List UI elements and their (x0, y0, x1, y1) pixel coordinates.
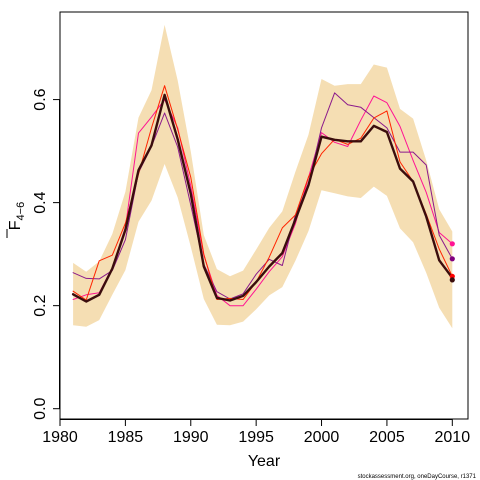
y-axis: 0.0 0.2 0.4 0.6 (32, 88, 60, 420)
y-axis-title-main: F (7, 220, 24, 230)
end-point-1 (449, 241, 455, 247)
x-tick-label: 2000 (304, 429, 340, 446)
series-line-1 (71, 93, 454, 303)
x-tick-label: 2010 (435, 429, 471, 446)
y-tick-label: 0.4 (32, 191, 49, 213)
y-tick-label: 0.2 (32, 294, 49, 316)
end-point-4 (449, 277, 455, 283)
y-axis-title: F4−6 (6, 202, 27, 238)
x-tick-label: 1995 (238, 429, 274, 446)
plot-content (71, 24, 455, 329)
svg-text:F4−6: F4−6 (7, 202, 27, 230)
x-tick-label: 1990 (173, 429, 209, 446)
series-line-2 (72, 95, 453, 307)
x-tick-label: 2005 (369, 429, 405, 446)
x-axis: 1980 1985 1990 1995 2000 2005 2010 (42, 419, 470, 446)
y-tick-label: 0.0 (32, 397, 49, 419)
end-point-2 (449, 256, 455, 262)
y-axis-title-sub: 4−6 (15, 202, 27, 221)
x-axis-title: Year (248, 453, 281, 470)
confidence-band (73, 24, 453, 329)
end-point-3 (449, 273, 455, 279)
credit-text: stockassessment.org, oneDayCourse, r1371 (358, 474, 477, 480)
x-tick-label: 1980 (42, 429, 78, 446)
y-tick-label: 0.6 (32, 88, 49, 110)
x-tick-label: 1985 (108, 429, 144, 446)
